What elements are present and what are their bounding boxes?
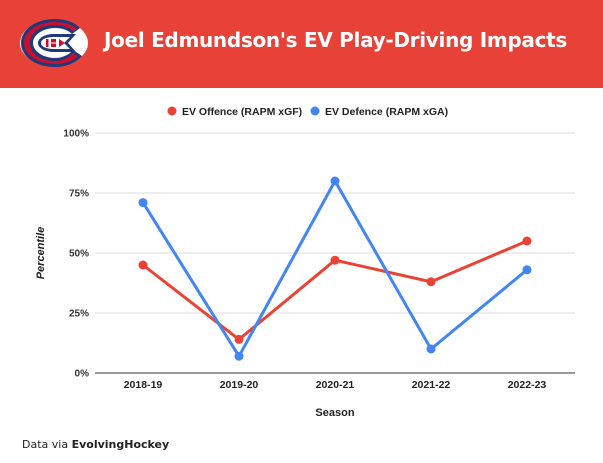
legend-marker-defence [310,106,320,116]
x-axis-ticks: 2018-19 2019-20 2020-21 2021-22 2022-23 [124,379,547,391]
source-prefix: Data via [22,438,69,451]
series-defence [138,176,532,361]
line-chart: EV Offence (RAPM xGF) EV Defence (RAPM x… [35,106,575,419]
x-tick-label: 2022-23 [508,379,547,391]
x-tick-label: 2020-21 [316,379,355,391]
team-logo-icon [20,19,88,67]
series-line [141,179,528,358]
y-tick-label: 0% [75,369,90,380]
data-point[interactable] [330,255,340,265]
page-title: Joel Edmundson's EV Play-Driving Impacts [104,28,568,52]
legend-label-offence[interactable]: EV Offence (RAPM xGF) [182,106,302,118]
legend-label-defence[interactable]: EV Defence (RAPM xGA) [325,106,448,118]
y-tick-label: 25% [69,309,89,320]
data-point[interactable] [138,260,148,270]
data-point[interactable] [522,265,532,275]
series-layer [138,176,532,361]
y-tick-label: 75% [69,189,89,200]
series-offence [138,236,532,344]
y-tick-label: 50% [69,249,89,260]
x-tick-label: 2019-20 [220,379,259,391]
data-point[interactable] [234,351,244,361]
data-point[interactable] [522,236,532,246]
x-tick-label: 2021-22 [412,379,451,391]
data-point[interactable] [138,198,148,208]
data-point[interactable] [426,277,436,287]
y-axis-ticks: 0% 25% 50% 75% 100% [63,129,89,380]
x-axis-title: Season [315,407,354,419]
chart-legend: EV Offence (RAPM xGF) EV Defence (RAPM x… [167,106,448,118]
y-axis-title: Percentile [35,227,47,280]
data-point[interactable] [234,334,244,344]
source-name[interactable]: EvolvingHockey [71,438,170,451]
x-tick-label: 2018-19 [124,379,163,391]
data-point[interactable] [330,176,340,186]
data-point[interactable] [426,344,436,354]
header-banner: Joel Edmundson's EV Play-Driving Impacts [0,0,603,88]
y-tick-label: 100% [63,129,89,140]
source-credit: Data via EvolvingHockey [22,438,169,451]
gridlines [95,132,575,314]
legend-marker-offence [167,106,177,116]
